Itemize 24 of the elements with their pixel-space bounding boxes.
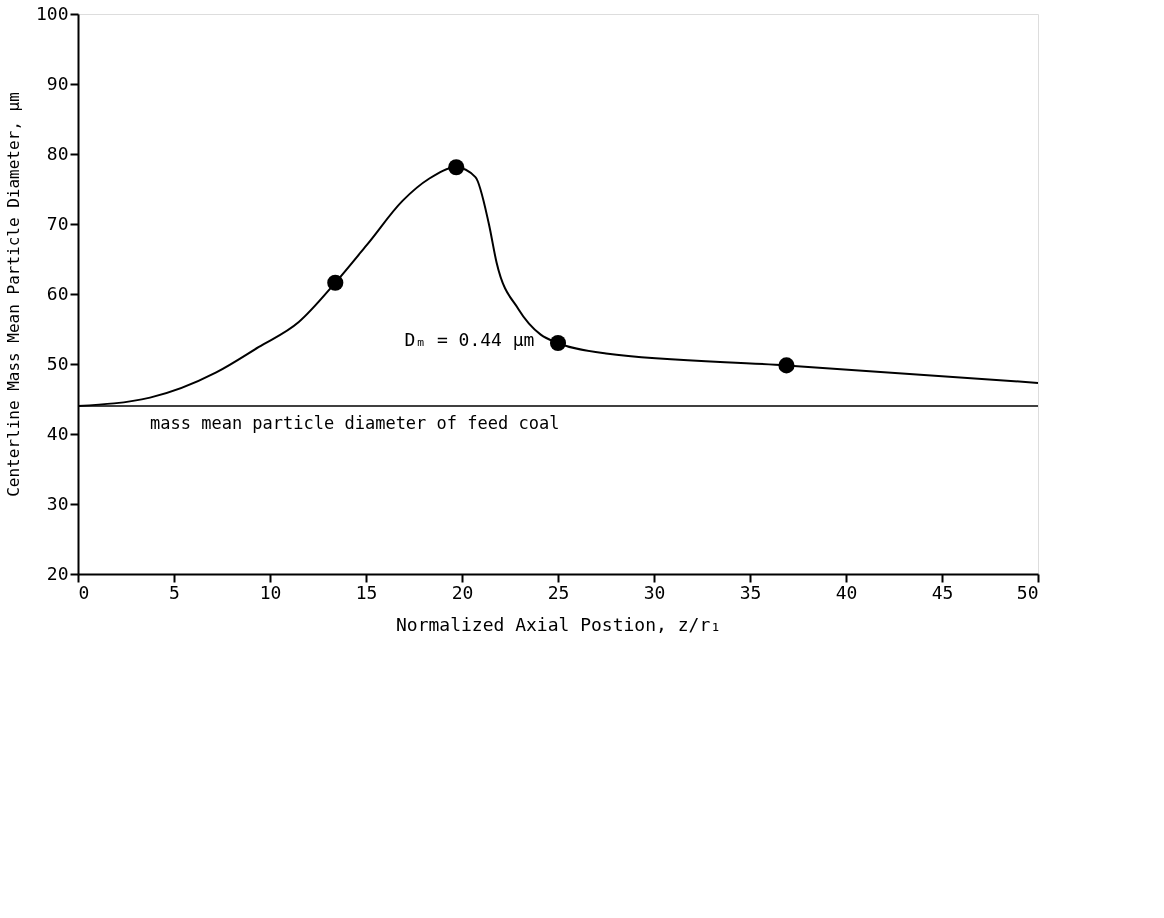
x-tick-label: 40 (835, 581, 858, 603)
x-tick-label: 30 (643, 581, 666, 603)
x-tick-label: 25 (547, 581, 570, 603)
y-tick-label: 20 (46, 562, 69, 584)
x-tick-label: 20 (451, 581, 474, 603)
x-tick-label: 35 (739, 581, 762, 603)
y-axis-title: Centerline Mass Mean Particle Diameter, µm (3, 92, 23, 497)
y-tick-label: 50 (46, 352, 69, 374)
x-tick-label: 45 (931, 581, 954, 603)
annotation: Dₘ = 0.44 µm (404, 329, 535, 350)
y-tick-label: 100 (35, 2, 69, 24)
y-tick-label: 90 (46, 72, 69, 94)
y-tick-label: 70 (46, 212, 69, 234)
x-tick-label: 5 (169, 581, 180, 603)
x-tick-label: 0 (78, 581, 90, 603)
x-tick-label: 15 (355, 581, 378, 603)
y-tick-label: 80 (46, 142, 69, 164)
x-tick-label: 10 (259, 581, 282, 603)
x-tick-label: 50 (1016, 581, 1039, 603)
ref-line-label: mass mean particle diameter of feed coal (150, 413, 560, 433)
y-tick-label: 30 (46, 492, 69, 514)
y-tick-label: 60 (46, 282, 69, 304)
y-tick-label: 40 (46, 422, 69, 444)
x-axis-title: Normalized Axial Postion, z/r₁ (395, 613, 722, 635)
